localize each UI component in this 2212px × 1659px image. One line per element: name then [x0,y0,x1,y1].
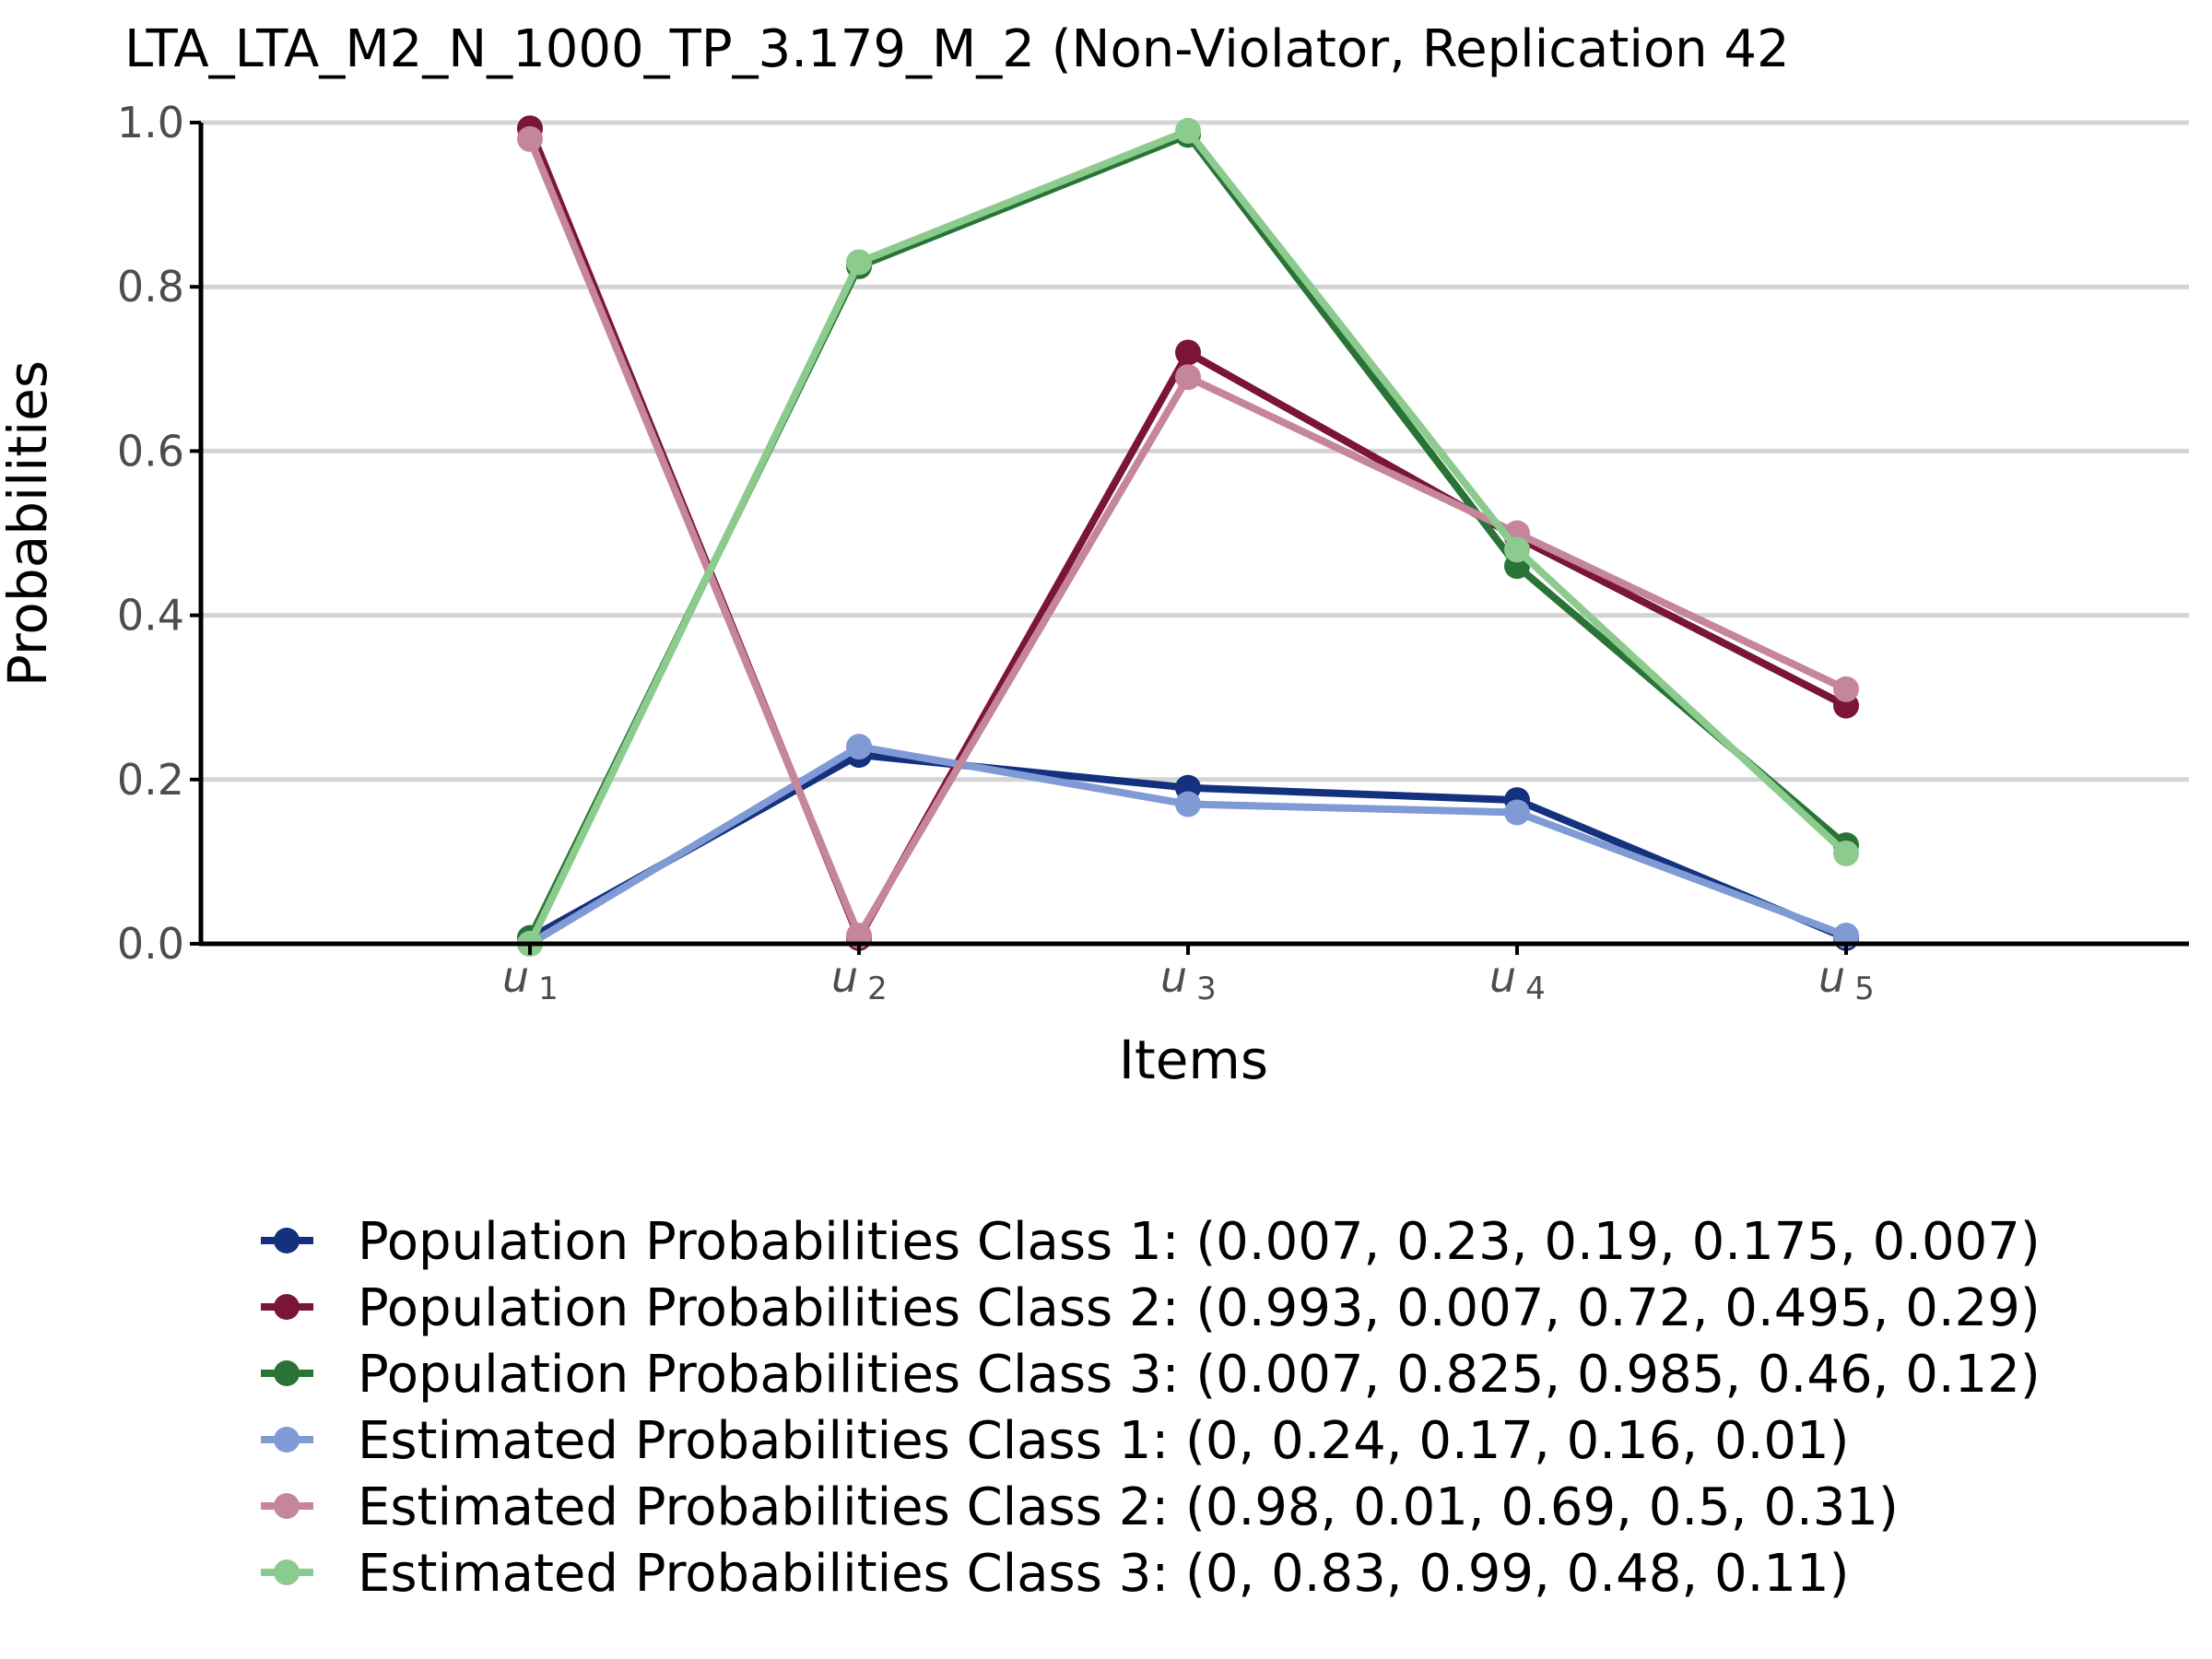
y-tick-label: 0.4 [117,591,184,641]
series-3 [517,122,1859,951]
y-tick-label: 0.2 [117,755,184,805]
legend-label: Estimated Probabilities Class 3: (0, 0.8… [358,1544,1849,1604]
legend-swatch-point [274,1559,300,1585]
legend-item: Estimated Probabilities Class 3: (0, 0.8… [261,1544,1849,1604]
legend-label: Estimated Probabilities Class 2: (0.98, … [358,1477,1899,1537]
legend-item: Population Probabilities Class 1: (0.007… [261,1212,2041,1272]
series-4-point-2 [846,734,872,760]
legend-swatch-point [274,1427,300,1453]
y-axis-title: Probabilities [0,360,59,687]
series-5-point-5 [1833,676,1859,702]
legend-swatch-point [274,1360,300,1386]
plot-series [517,115,1859,957]
y-tick-label: 1.0 [117,98,184,147]
series-5 [517,125,1859,949]
legend-swatch-point [274,1294,300,1320]
legend-label: Population Probabilities Class 2: (0.993… [358,1278,2041,1338]
series-5-point-3 [1175,364,1201,391]
series-5-point-1 [517,125,543,152]
legend-label: Estimated Probabilities Class 1: (0, 0.2… [358,1411,1849,1471]
series-4-point-3 [1175,791,1201,818]
series-4-point-4 [1504,799,1530,826]
series-6-point-5 [1833,840,1859,866]
legend-item: Estimated Probabilities Class 1: (0, 0.2… [261,1411,1849,1471]
legend-item: Estimated Probabilities Class 2: (0.98, … [261,1477,1899,1537]
legend: Population Probabilities Class 1: (0.007… [261,1212,2041,1604]
series-6-point-3 [1175,117,1201,144]
series-6-point-2 [846,249,872,276]
y-tick-labels: 0.0 0.2 0.4 0.6 0.8 1.0 [117,98,184,969]
y-tick-label: 0.0 [117,919,184,969]
series-1 [517,742,1859,951]
legend-item: Population Probabilities Class 2: (0.993… [261,1278,2041,1338]
axes [190,121,2189,955]
series-2-point-3 [1175,339,1201,366]
legend-item: Population Probabilities Class 3: (0.007… [261,1345,2041,1405]
legend-label: Population Probabilities Class 3: (0.007… [358,1345,2041,1405]
x-axis-title: Items [1119,1029,1268,1091]
series-2 [517,115,1859,951]
legend-swatch-point [274,1493,300,1519]
y-tick-label: 0.8 [117,262,184,312]
grid-lines [201,120,2189,782]
chart-title: LTA_LTA_M2_N_1000_TP_3.179_M_2 (Non-Viol… [124,19,1790,79]
series-6-point-4 [1504,536,1530,563]
legend-label: Population Probabilities Class 1: (0.007… [358,1212,2041,1272]
y-tick-label: 0.6 [117,426,184,476]
legend-swatch-point [274,1228,300,1253]
series-4 [517,734,1859,957]
